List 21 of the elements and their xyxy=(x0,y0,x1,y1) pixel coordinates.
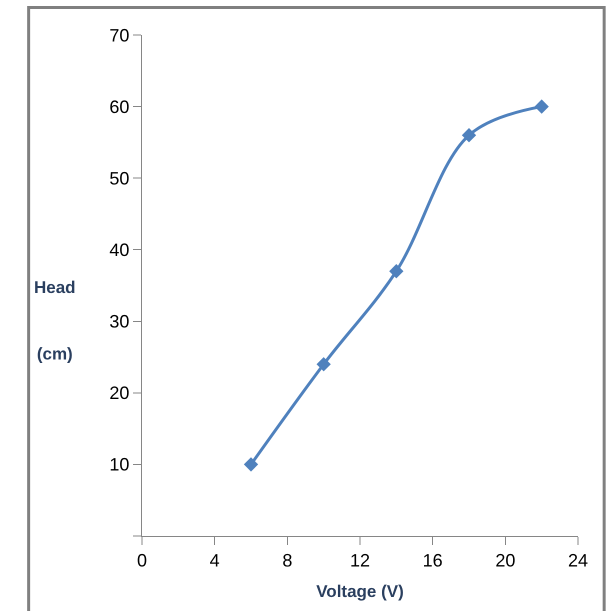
point xyxy=(244,457,258,472)
y-tick-label: 10 xyxy=(109,454,130,475)
x-tick-label: 12 xyxy=(350,550,370,571)
point xyxy=(389,264,404,278)
x-tick-label: 8 xyxy=(282,550,292,571)
point xyxy=(316,357,331,372)
text: Head (cm) xyxy=(34,278,76,364)
y-tick-label: 60 xyxy=(109,96,130,117)
y-tick-label: 70 xyxy=(109,25,130,46)
x-tick-label: 20 xyxy=(495,550,516,571)
y-tick-label: 30 xyxy=(109,312,130,332)
x-tick-label: 4 xyxy=(210,550,220,571)
x-axis-title: Voltage (V) xyxy=(316,582,404,601)
point xyxy=(462,128,476,142)
x-tick-label: 24 xyxy=(568,550,588,571)
y-tick-label: 50 xyxy=(109,168,130,188)
y-tick-label: 20 xyxy=(109,383,130,404)
x-tick-label: 0 xyxy=(136,550,148,571)
y-tick-label: 40 xyxy=(109,240,130,260)
point xyxy=(534,99,549,114)
x-tick-label: 16 xyxy=(422,550,443,571)
